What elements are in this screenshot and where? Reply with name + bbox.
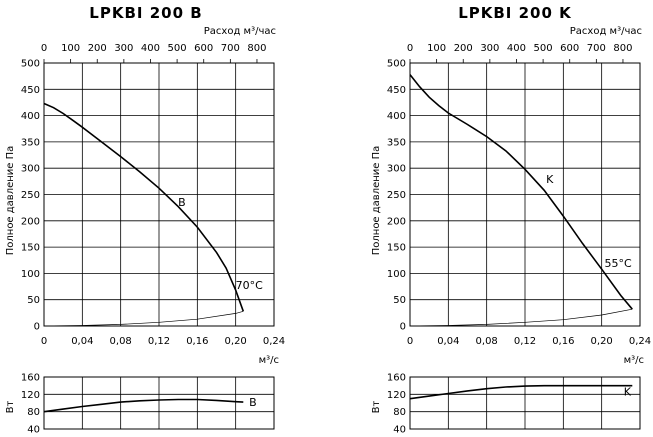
x-tick-label: 0,12 bbox=[514, 336, 536, 347]
top-tick-label: 300 bbox=[114, 43, 133, 54]
top-tick-label: 400 bbox=[507, 43, 526, 54]
pressure-curve bbox=[409, 74, 633, 310]
x-tick-label: 0,20 bbox=[591, 336, 613, 347]
power-curve-annotation: K bbox=[624, 386, 632, 399]
power-y-tick-label: 120 bbox=[387, 390, 406, 401]
chart-title: LPKBI 200 B bbox=[89, 4, 202, 22]
plot-frame bbox=[409, 62, 641, 327]
y-tick-label: 100 bbox=[387, 269, 406, 280]
y-tick-label: 150 bbox=[21, 243, 40, 254]
curve-annotation: B bbox=[178, 196, 186, 209]
x-axis-label: м³/с bbox=[259, 355, 279, 366]
y-tick-label: 300 bbox=[21, 164, 40, 175]
top-axis-label: Расход м³/час bbox=[204, 26, 276, 37]
x-tick-label: 0,04 bbox=[71, 336, 93, 347]
x-axis-label: м³/с bbox=[624, 355, 644, 366]
power-curve bbox=[409, 384, 633, 400]
power-y-tick-label: 40 bbox=[27, 425, 40, 436]
y-tick-label: 150 bbox=[387, 243, 406, 254]
top-tick-label: 500 bbox=[168, 43, 187, 54]
pressure-curve bbox=[43, 102, 245, 312]
y-tick-label: 250 bbox=[21, 190, 40, 201]
power-chart: 40 80 120 160 Вт K bbox=[371, 373, 641, 436]
x-tick-label: 0 bbox=[407, 336, 413, 347]
top-axis-label: Расход м³/час bbox=[570, 26, 642, 37]
power-plot-frame bbox=[409, 376, 641, 430]
top-tick-label: 800 bbox=[247, 43, 266, 54]
x-tick-label: 0,04 bbox=[437, 336, 459, 347]
power-y-axis-label: Вт bbox=[371, 400, 382, 413]
x-tick-label: 0,24 bbox=[629, 336, 651, 347]
top-tick-label: 0 bbox=[41, 43, 47, 54]
top-tick-label: 600 bbox=[560, 43, 579, 54]
top-tick-label: 100 bbox=[61, 43, 80, 54]
x-tick-label: 0,24 bbox=[263, 336, 285, 347]
x-tick-label: 0,08 bbox=[110, 336, 132, 347]
power-plot-frame bbox=[43, 376, 275, 430]
power-y-tick-label: 80 bbox=[393, 407, 406, 418]
power-y-tick-label: 160 bbox=[387, 373, 406, 384]
top-tick-label: 500 bbox=[534, 43, 553, 54]
x-tick-label: 0,12 bbox=[148, 336, 170, 347]
curve-annotation: 70°C bbox=[236, 279, 263, 292]
system-curve bbox=[409, 308, 633, 327]
top-tick-label: 400 bbox=[141, 43, 160, 54]
y-tick-label: 100 bbox=[21, 269, 40, 280]
y-axis-label: Полное давление Па bbox=[371, 146, 382, 256]
top-tick-label: 0 bbox=[407, 43, 413, 54]
power-curve-annotation: B bbox=[249, 396, 257, 409]
top-tick-label: 800 bbox=[613, 43, 632, 54]
chart-title: LPKBI 200 K bbox=[458, 4, 572, 22]
top-tick-label: 300 bbox=[480, 43, 499, 54]
top-tick-label: 200 bbox=[454, 43, 473, 54]
top-tick-label: 200 bbox=[88, 43, 107, 54]
power-chart: 40 80 120 160 Вт B bbox=[5, 373, 275, 436]
y-tick-label: 450 bbox=[21, 85, 40, 96]
top-tick-label: 600 bbox=[194, 43, 213, 54]
y-tick-label: 0 bbox=[400, 322, 406, 333]
power-curve bbox=[43, 398, 244, 413]
power-y-tick-label: 120 bbox=[21, 390, 40, 401]
y-tick-label: 400 bbox=[21, 111, 40, 122]
top-tick-label: 700 bbox=[221, 43, 240, 54]
y-tick-label: 400 bbox=[387, 111, 406, 122]
plot-frame bbox=[43, 62, 275, 327]
y-tick-label: 200 bbox=[21, 216, 40, 227]
power-y-tick-label: 160 bbox=[21, 373, 40, 384]
top-tick-label: 100 bbox=[427, 43, 446, 54]
curve-annotation: 55°C bbox=[605, 257, 632, 270]
power-y-tick-label: 80 bbox=[27, 407, 40, 418]
system-curve bbox=[43, 310, 244, 327]
y-tick-label: 450 bbox=[387, 85, 406, 96]
y-tick-label: 300 bbox=[387, 164, 406, 175]
y-tick-label: 500 bbox=[387, 59, 406, 70]
x-tick-label: 0,08 bbox=[476, 336, 498, 347]
y-tick-label: 0 bbox=[34, 322, 40, 333]
x-tick-label: 0,16 bbox=[186, 336, 208, 347]
top-tick-label: 700 bbox=[587, 43, 606, 54]
y-tick-label: 50 bbox=[27, 295, 40, 306]
power-y-axis-label: Вт bbox=[5, 400, 16, 413]
y-axis-label: Полное давление Па bbox=[5, 146, 16, 256]
x-tick-label: 0,20 bbox=[225, 336, 247, 347]
x-tick-label: 0 bbox=[41, 336, 47, 347]
curve-annotation: K bbox=[546, 173, 554, 186]
y-tick-label: 200 bbox=[387, 216, 406, 227]
y-tick-label: 500 bbox=[21, 59, 40, 70]
y-tick-label: 350 bbox=[387, 137, 406, 148]
x-tick-label: 0,16 bbox=[552, 336, 574, 347]
power-y-tick-label: 40 bbox=[393, 425, 406, 436]
y-tick-label: 250 bbox=[387, 190, 406, 201]
y-tick-label: 50 bbox=[393, 295, 406, 306]
y-tick-label: 350 bbox=[21, 137, 40, 148]
